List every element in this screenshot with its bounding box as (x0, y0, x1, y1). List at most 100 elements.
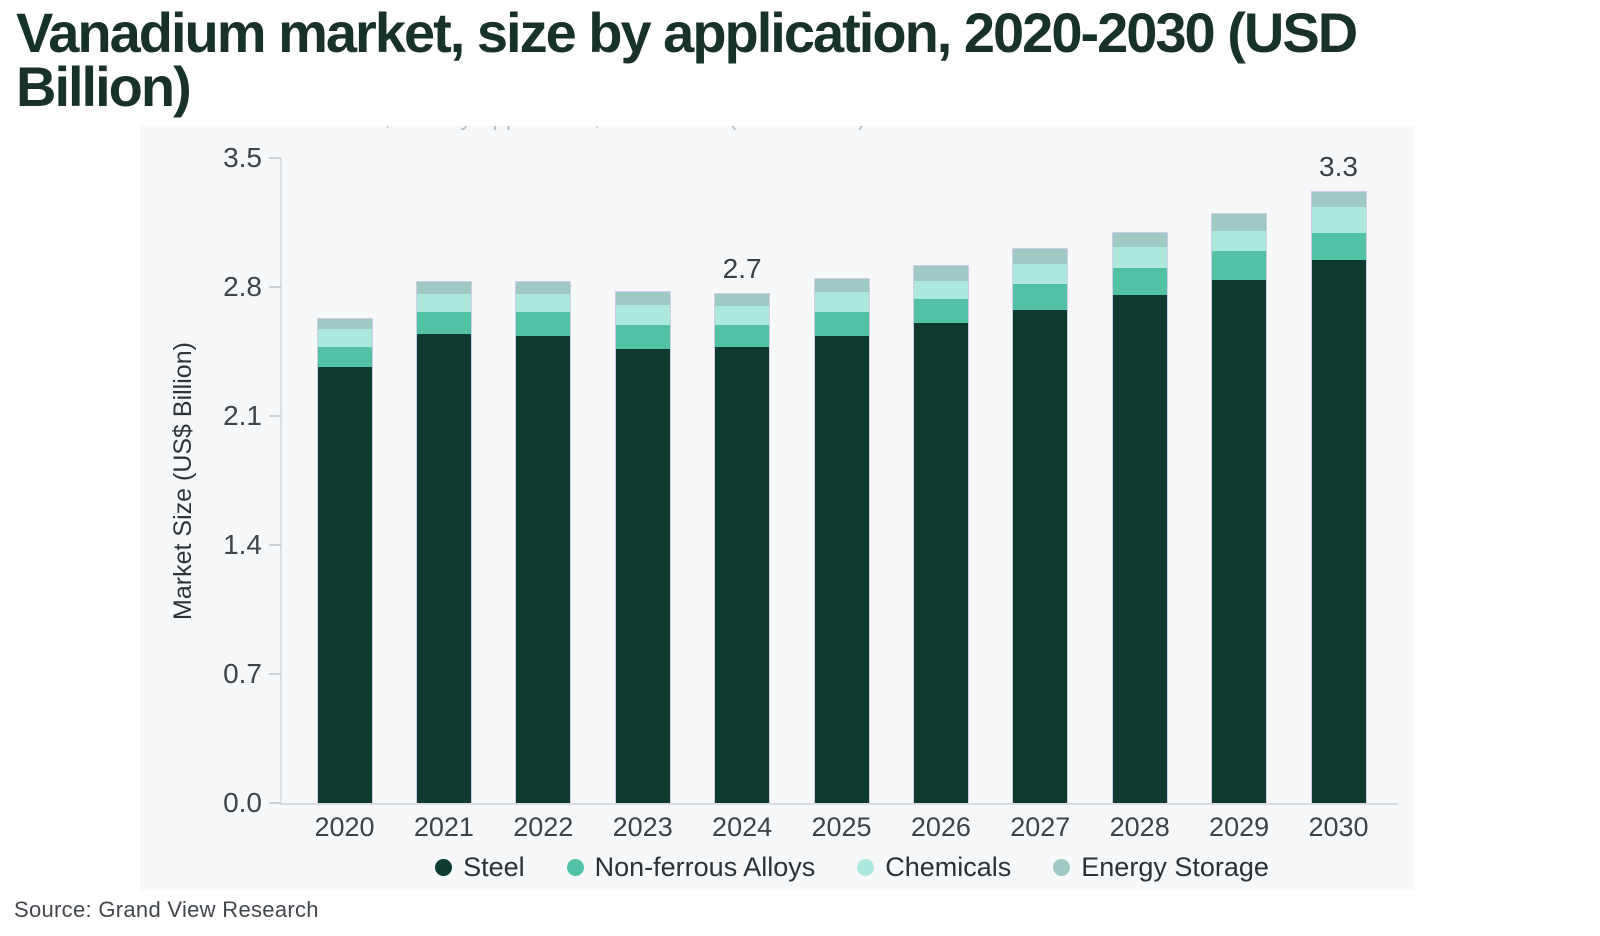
bar-segment-2030-non-ferrous-alloys[interactable] (1311, 232, 1366, 261)
bar-segment-2026-non-ferrous-alloys[interactable] (913, 298, 968, 323)
bar-2022[interactable] (515, 281, 572, 803)
bar-segment-2030-chemicals[interactable] (1311, 206, 1366, 233)
y-tick-label-1.4: 1.4 (223, 529, 262, 560)
bar-2030[interactable] (1310, 191, 1367, 803)
x-axis-label-2026: 2026 (910, 812, 971, 842)
bar-segment-2024-chemicals[interactable] (715, 306, 770, 325)
y-tick-label-0.7: 0.7 (223, 658, 262, 689)
y-tick-mark-2.1 (269, 415, 281, 417)
legend-dot-energy-storage (1053, 859, 1071, 876)
bar-segment-2022-energy-storage[interactable] (516, 282, 571, 294)
bar-segment-2022-non-ferrous-alloys[interactable] (516, 311, 571, 336)
legend-dot-chemicals (857, 859, 875, 876)
bar-segment-2022-chemicals[interactable] (516, 293, 571, 312)
y-tick-mark-2.8 (269, 286, 281, 288)
legend-item-steel[interactable]: Steel (435, 852, 525, 883)
y-tick-mark-0.7 (269, 673, 281, 675)
bar-segment-2023-chemicals[interactable] (615, 304, 670, 325)
page-title: Vanadium market, size by application, 20… (16, 1, 1358, 118)
x-axis-label-2022: 2022 (513, 812, 574, 842)
clipped-chart-title: Vanadium market, size by application, 20… (198, 126, 1378, 131)
bar-segment-2024-steel[interactable] (715, 346, 770, 803)
legend-label-non-ferrous-alloys: Non-ferrous Alloys (594, 852, 816, 882)
bar-segment-2020-chemicals[interactable] (317, 328, 372, 347)
x-axis-label-2025: 2025 (811, 812, 872, 842)
bar-segment-2025-energy-storage[interactable] (814, 278, 869, 292)
bar-segment-2029-energy-storage[interactable] (1212, 214, 1267, 231)
bar-value-label-2024: 2.7 (722, 252, 762, 284)
bar-2026[interactable] (912, 264, 969, 803)
bar-segment-2026-chemicals[interactable] (913, 280, 968, 299)
bar-segment-2030-energy-storage[interactable] (1311, 192, 1366, 207)
bar-segment-2024-non-ferrous-alloys[interactable] (715, 324, 770, 347)
bar-segment-2022-steel[interactable] (516, 335, 571, 803)
bar-2024[interactable] (714, 292, 771, 803)
x-axis-label-2020: 2020 (314, 812, 375, 842)
x-axis-line (280, 803, 1398, 805)
legend-item-non-ferrous-alloys[interactable]: Non-ferrous Alloys (566, 852, 816, 883)
bar-2020[interactable] (316, 318, 373, 803)
bar-segment-2030-steel[interactable] (1311, 260, 1366, 803)
y-tick-mark-1.4 (269, 544, 281, 546)
y-tick-label-2.8: 2.8 (223, 271, 262, 302)
legend-item-chemicals[interactable]: Chemicals (857, 852, 1011, 883)
x-axis-label-2027: 2027 (1010, 812, 1071, 842)
legend-item-energy-storage[interactable]: Energy Storage (1053, 852, 1269, 883)
bar-segment-2027-chemicals[interactable] (1013, 264, 1068, 285)
x-axis-label-2030: 2030 (1308, 812, 1369, 842)
y-axis-title: Market Size (US$ Billion) (169, 342, 197, 620)
x-axis-label-2023: 2023 (612, 812, 673, 842)
bar-2025[interactable] (813, 277, 870, 803)
bar-segment-2023-non-ferrous-alloys[interactable] (615, 324, 670, 349)
bar-segment-2026-steel[interactable] (913, 322, 968, 803)
bar-segment-2024-energy-storage[interactable] (715, 293, 770, 307)
y-axis-line (280, 158, 282, 804)
x-axis-label-2028: 2028 (1109, 812, 1170, 842)
bar-segment-2029-chemicals[interactable] (1212, 230, 1267, 252)
bar-segment-2023-steel[interactable] (615, 348, 670, 803)
legend: Steel Non-ferrous Alloys Chemicals Energy S… (290, 852, 1414, 883)
legend-dot-steel (435, 859, 453, 876)
bar-segment-2029-steel[interactable] (1212, 280, 1267, 803)
bar-2023[interactable] (614, 290, 671, 803)
y-tick-mark-3.5 (269, 157, 281, 159)
legend-label-chemicals: Chemicals (885, 852, 1012, 882)
bar-segment-2029-non-ferrous-alloys[interactable] (1212, 251, 1267, 281)
bar-segment-2028-chemicals[interactable] (1112, 247, 1167, 268)
bar-segment-2020-energy-storage[interactable] (317, 319, 372, 329)
chart-panel: Vanadium market, size by application, 20… (140, 126, 1414, 890)
bar-2028[interactable] (1111, 231, 1168, 803)
legend-dot-non-ferrous-alloys (566, 859, 584, 876)
source-note: Source: Grand View Research (14, 897, 319, 922)
bar-segment-2023-energy-storage[interactable] (615, 291, 670, 305)
bar-segment-2028-energy-storage[interactable] (1112, 232, 1167, 248)
y-tick-label-0.0: 0.0 (223, 787, 262, 818)
bar-segment-2020-steel[interactable] (317, 367, 372, 803)
y-tick-label-2.1: 2.1 (223, 400, 262, 431)
bar-segment-2021-chemicals[interactable] (416, 293, 471, 312)
y-tick-mark-0.0 (269, 802, 281, 804)
x-axis-label-2029: 2029 (1209, 812, 1270, 842)
bar-segment-2027-non-ferrous-alloys[interactable] (1013, 284, 1068, 310)
bar-segment-2026-energy-storage[interactable] (913, 265, 968, 281)
x-axis-label-2021: 2021 (413, 812, 474, 842)
bar-segment-2027-steel[interactable] (1013, 309, 1068, 803)
bar-2027[interactable] (1012, 248, 1069, 803)
y-tick-label-3.5: 3.5 (223, 142, 262, 173)
bar-segment-2028-steel[interactable] (1112, 295, 1167, 803)
bar-segment-2028-non-ferrous-alloys[interactable] (1112, 267, 1167, 296)
bar-segment-2025-non-ferrous-alloys[interactable] (814, 311, 869, 336)
bar-segment-2021-non-ferrous-alloys[interactable] (416, 311, 471, 334)
bar-segment-2025-chemicals[interactable] (814, 291, 869, 312)
legend-label-energy-storage: Energy Storage (1081, 852, 1269, 882)
bar-segment-2021-steel[interactable] (416, 333, 471, 803)
bar-2021[interactable] (415, 281, 472, 803)
legend-label-steel: Steel (463, 852, 525, 882)
bar-value-label-2030: 3.3 (1319, 151, 1358, 183)
bar-2029[interactable] (1211, 213, 1268, 803)
bar-segment-2027-energy-storage[interactable] (1013, 249, 1068, 264)
bar-segment-2021-energy-storage[interactable] (416, 282, 471, 294)
bar-segment-2020-non-ferrous-alloys[interactable] (317, 346, 372, 368)
bar-segment-2025-steel[interactable] (814, 335, 869, 803)
